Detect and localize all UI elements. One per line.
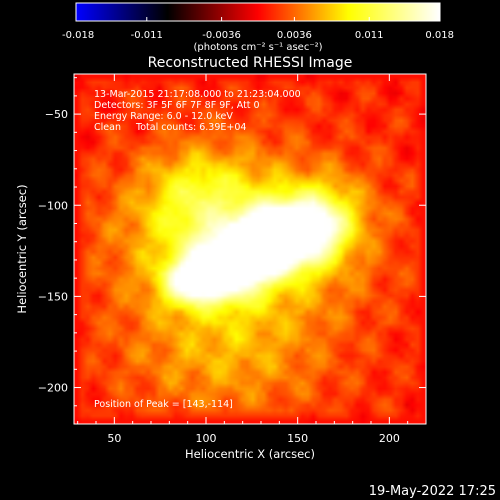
y-tick-label: −100 (38, 199, 68, 212)
x-tick-label: 50 (107, 432, 121, 445)
colorbar-tick-label: -0.018 (62, 30, 94, 41)
colorbar: -0.018 -0.011 -0.0036 0.0036 0.011 0.018 (pho… (62, 2, 454, 53)
colorbar-tick-label: -0.0036 (202, 30, 241, 41)
x-axis-title: Heliocentric X (arcsec) (185, 447, 315, 461)
colorbar-unit-label: (photons cm⁻² s⁻¹ asec⁻²) (193, 42, 322, 53)
annotation-clean-counts: Clean Total counts: 6.39E+04 (94, 122, 246, 133)
annotation-energy-range: Energy Range: 6.0 - 12.0 keV (94, 111, 233, 122)
x-tick-label: 100 (196, 432, 217, 445)
y-tick-label: −200 (38, 382, 68, 395)
annotation-detectors: Detectors: 3F 5F 6F 7F 8F 9F, Att 0 (94, 100, 260, 111)
chart-title: Reconstructed RHESSI Image (148, 55, 353, 71)
colorbar-tick-label: 0.011 (355, 30, 384, 41)
y-tick-label: −150 (38, 290, 68, 303)
y-tick-label: −50 (45, 108, 68, 121)
colorbar-frame (75, 2, 441, 22)
x-tick-label: 200 (379, 432, 400, 445)
info-annotations: 13-Mar-2015 21:17:08.000 to 21:23:04.000… (94, 89, 301, 410)
annotation-time-range: 13-Mar-2015 21:17:08.000 to 21:23:04.000 (94, 89, 301, 100)
y-axis-title: Heliocentric Y (arcsec) (15, 184, 29, 313)
colorbar-tick-label: 0.018 (425, 30, 454, 41)
plot-frame (73, 73, 427, 425)
colorbar-tick-label: -0.011 (131, 30, 163, 41)
colorbar-gradient (76, 3, 440, 21)
footer-timestamp: 19-May-2022 17:25 (369, 484, 496, 499)
annotation-peak-position: Position of Peak = [143,-114] (94, 399, 233, 410)
heatmap-image (74, 74, 426, 424)
colorbar-tick-label: 0.0036 (277, 30, 312, 41)
x-tick-label: 150 (287, 432, 308, 445)
